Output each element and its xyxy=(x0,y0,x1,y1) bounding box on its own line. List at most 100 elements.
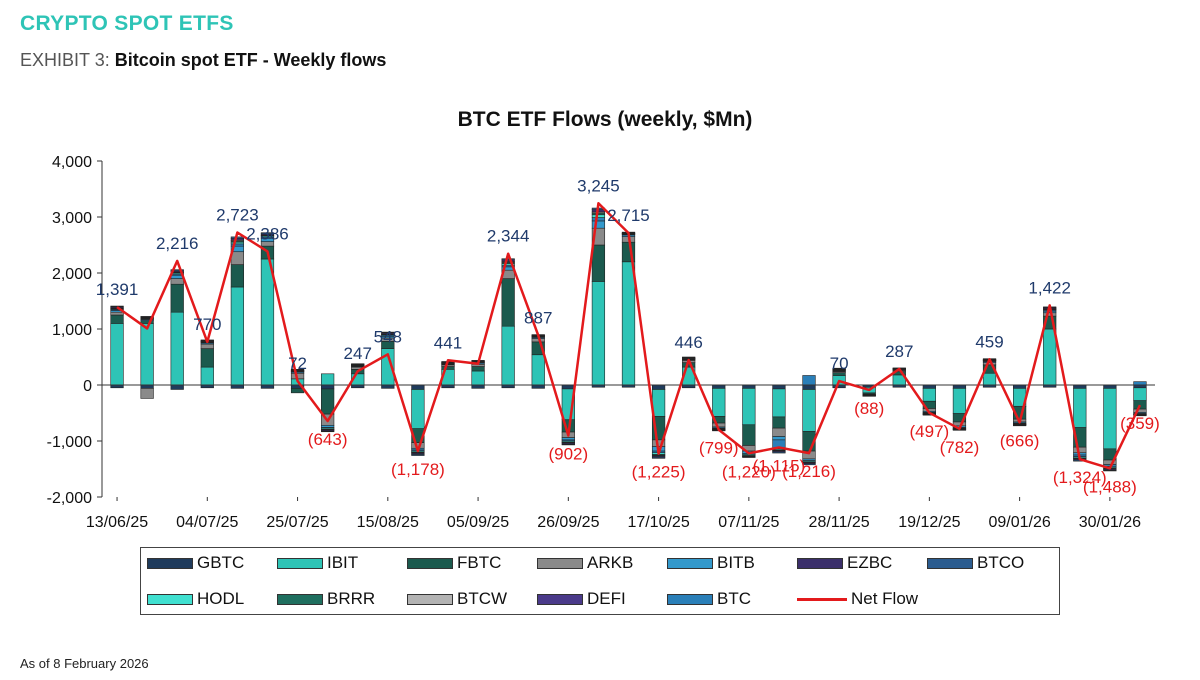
net-flow-data-label: (359) xyxy=(1120,414,1160,433)
net-flow-data-label: (902) xyxy=(548,445,588,464)
bar-segment-btco xyxy=(1103,470,1117,472)
x-tick-label: 26/09/25 xyxy=(537,514,599,531)
legend-item-bitb: BITB xyxy=(667,552,755,574)
legend-swatch xyxy=(797,557,843,569)
bar-segment-ibit xyxy=(1073,388,1087,428)
bar-segment-gbtc xyxy=(651,384,666,390)
x-tick-label: 17/10/25 xyxy=(627,514,689,531)
net-flow-data-label: 72 xyxy=(288,354,307,373)
legend-swatch xyxy=(537,557,583,569)
bar-segment-bitb xyxy=(321,425,335,428)
legend-swatch xyxy=(147,593,193,605)
bar-segment-btco xyxy=(802,463,816,466)
footnote: As of 8 February 2026 xyxy=(20,656,149,671)
bar-segment-gbtc xyxy=(712,384,726,389)
bar-segment-ibit xyxy=(802,389,816,432)
x-tick-label: 05/09/25 xyxy=(447,514,509,531)
legend-label: FBTC xyxy=(457,553,502,572)
net-flow-data-label: 247 xyxy=(344,344,372,363)
net-flow-data-label: (1,115) xyxy=(753,456,806,475)
bar-segment-btco xyxy=(321,430,335,433)
bar-segment-ibit xyxy=(501,325,515,386)
net-flow-data-label: (782) xyxy=(940,438,980,457)
bar-segment-gbtc xyxy=(742,384,756,389)
net-flow-data-label: (1,324) xyxy=(1053,468,1107,487)
net-flow-data-label: 887 xyxy=(524,308,552,327)
x-tick-label: 25/07/25 xyxy=(266,514,328,531)
bar-segment-ibit xyxy=(952,388,967,414)
y-tick-label: 0 xyxy=(83,378,92,395)
net-flow-data-label: 770 xyxy=(193,315,221,334)
bar-segment-gbtc xyxy=(1012,384,1027,389)
bar-segment-hodl xyxy=(591,214,606,218)
bar-segment-ibit xyxy=(110,323,124,386)
bar-segment-btco xyxy=(561,444,575,446)
bar-segment-arkb xyxy=(200,343,214,349)
net-flow-data-label: 1,391 xyxy=(96,280,139,299)
bar-segment-btco xyxy=(862,395,876,397)
x-tick-label: 07/11/25 xyxy=(718,514,779,531)
bar-segment-arkb xyxy=(1043,312,1057,317)
bar-segment-fbtc xyxy=(772,416,786,429)
bar-segment-btco xyxy=(381,331,395,333)
bar-segment-fbtc xyxy=(170,283,184,313)
net-flow-data-label: (88) xyxy=(854,399,884,418)
x-tick-label: 19/12/25 xyxy=(898,514,960,531)
net-flow-data-label: (1,220) xyxy=(722,462,776,481)
bar-segment-ibit xyxy=(531,354,545,386)
exhibit-title: Bitcoin spot ETF - Weekly flows xyxy=(114,50,387,70)
bar-segment-ibit xyxy=(1043,328,1057,386)
bar-segment-arkb xyxy=(170,278,184,285)
legend-label: ARKB xyxy=(587,553,634,572)
net-flow-data-label: 1,422 xyxy=(1028,278,1071,297)
bar-segment-btco xyxy=(651,456,666,459)
bar-segment-ibit xyxy=(1133,387,1147,401)
net-flow-data-label: 2,723 xyxy=(216,206,259,225)
bar-segment-arkb xyxy=(712,422,726,428)
bar-segment-ibit xyxy=(922,388,936,402)
chart-title: BTC ETF Flows (weekly, $Mn) xyxy=(458,108,753,131)
legend-swatch xyxy=(797,597,847,601)
bar-segment-btco xyxy=(260,232,275,235)
bar-segment-bitb xyxy=(772,436,786,441)
net-flow-data-label: 2,715 xyxy=(607,206,650,225)
bar-segment-gbtc xyxy=(802,384,816,390)
bar-segment-gbtc xyxy=(531,384,545,389)
net-flow-data-label: (799) xyxy=(699,439,739,458)
bar-segment-gbtc xyxy=(170,384,184,390)
bar-segment-ibit xyxy=(621,261,636,386)
bar-segment-arkb xyxy=(772,427,786,437)
bar-segment-arkb xyxy=(1073,446,1087,454)
legend-swatch xyxy=(277,557,323,569)
bar-segment-fbtc xyxy=(290,388,305,394)
bar-segment-ibit xyxy=(1103,388,1117,450)
bar-segment-btc xyxy=(802,375,816,386)
bar-segment-btco xyxy=(682,356,696,358)
bar-segment-gbtc xyxy=(561,384,575,390)
bar-segment-btco xyxy=(290,369,305,371)
net-flow-line xyxy=(116,202,1142,470)
legend-item-brrr: BRRR xyxy=(277,588,375,610)
bar-segment-ibit xyxy=(742,388,756,426)
bar-segment-ibit xyxy=(140,323,154,386)
bar-segment-gbtc xyxy=(230,384,245,389)
legend-item-arkb: ARKB xyxy=(537,552,633,574)
legend-item-hodl: HODL xyxy=(147,588,244,610)
bar-segment-gbtc xyxy=(772,384,786,390)
bar-segment-ibit xyxy=(321,373,335,386)
legend-swatch xyxy=(407,557,453,569)
legend-swatch xyxy=(407,593,453,605)
bar-segment-fbtc xyxy=(110,314,124,324)
bar-segment-btco xyxy=(351,363,365,365)
section-title: CRYPTO SPOT ETFS xyxy=(20,12,234,35)
bar-segment-gbtc xyxy=(471,384,485,389)
bar-segment-bitb xyxy=(561,437,575,441)
bar-segment-btco xyxy=(411,454,425,456)
legend-swatch xyxy=(147,557,193,569)
net-flow-data-label: (666) xyxy=(1000,431,1040,450)
bar-segment-btco xyxy=(110,305,124,307)
bar-segment-ibit xyxy=(230,286,245,386)
y-tick-label: 1,000 xyxy=(52,322,92,339)
bar-segment-btc xyxy=(591,217,606,222)
bar-segment-gbtc xyxy=(1103,384,1117,389)
